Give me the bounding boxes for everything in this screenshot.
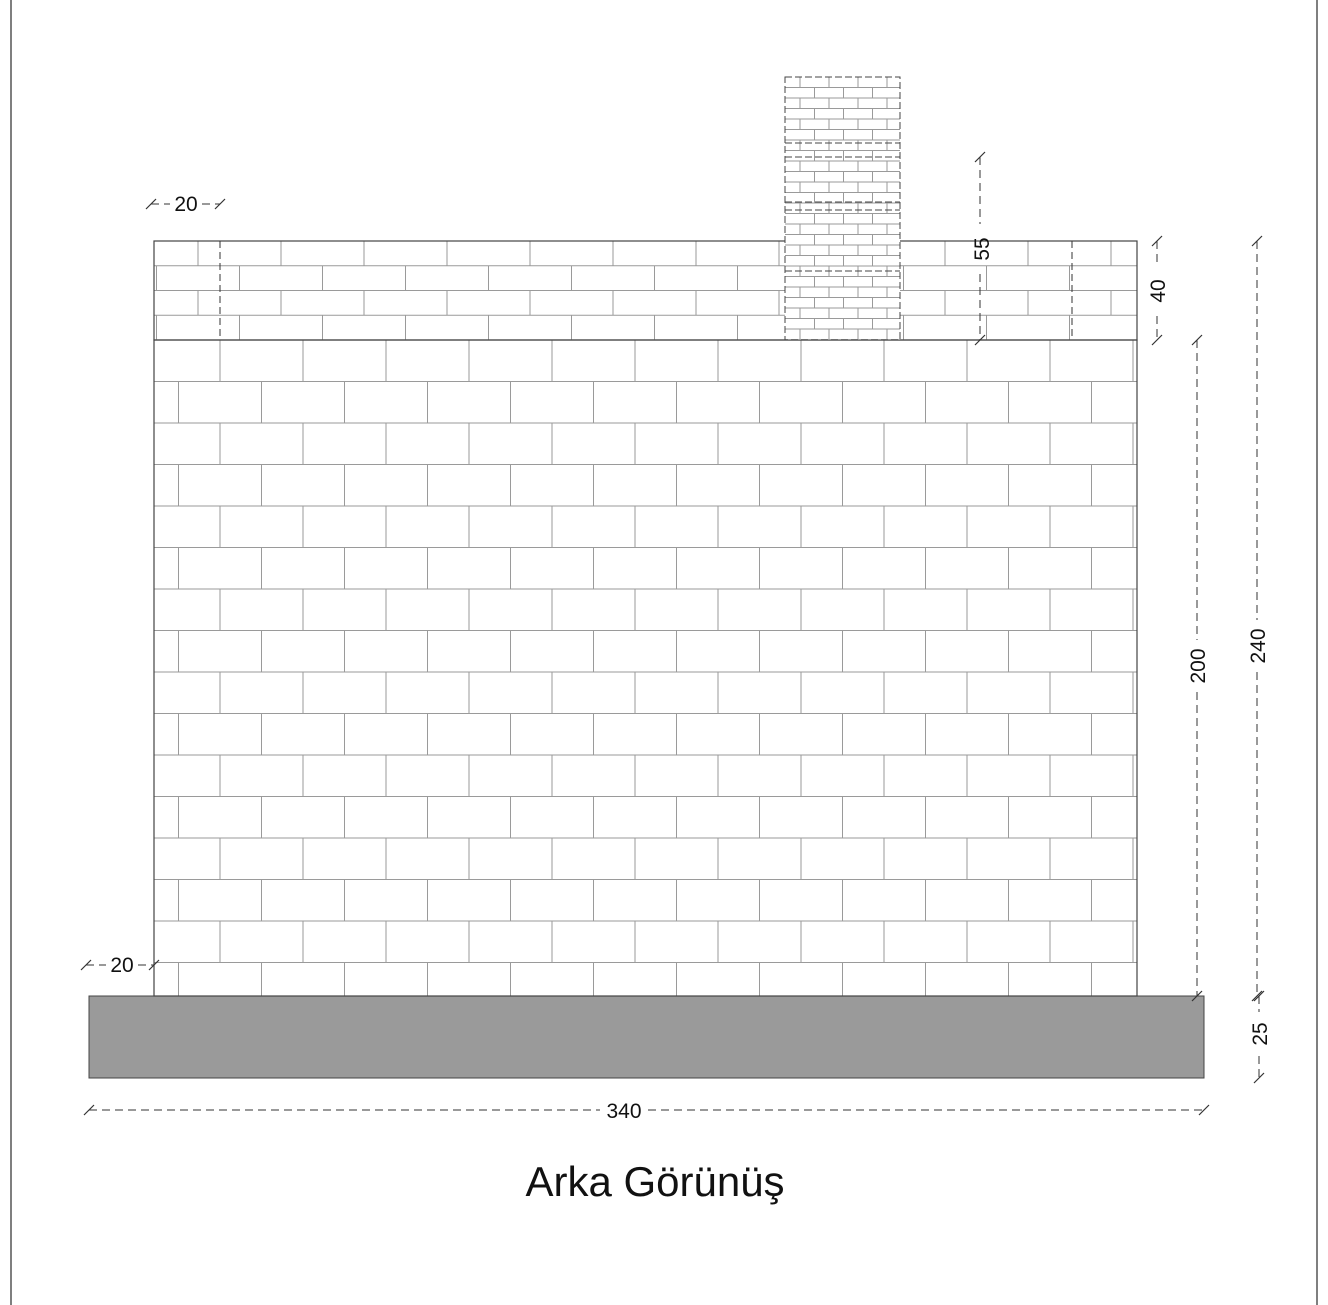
dimension-total-width: 340 (83, 1100, 1210, 1123)
chimney-background (785, 77, 900, 340)
dimension-total-height: 240 (1247, 235, 1270, 1002)
dimension-parapet-height-label: 40 (1147, 279, 1170, 302)
dimension-parapet-height: 40 (1147, 235, 1170, 346)
parapet-brick-pattern (154, 241, 1137, 340)
chimney-brick-pattern (785, 77, 900, 340)
main-wall-brick-pattern (154, 340, 1137, 996)
dimension-chimney-height: 55 (971, 151, 994, 346)
dimension-total-height-label: 240 (1247, 628, 1270, 663)
dimension-top-offset: 20 (145, 193, 226, 216)
parapet-wall (153, 240, 1138, 341)
page-frame (10, 0, 1318, 1305)
chimney-outline (784, 76, 901, 341)
dimension-bottom-offset-label: 20 (110, 954, 133, 977)
dimension-foundation-height: 25 (1249, 990, 1272, 1084)
dimension-wall-height-label: 200 (1187, 648, 1210, 683)
dimension-wall-height: 200 (1187, 334, 1210, 1002)
dimension-bottom-offset: 20 (80, 954, 160, 977)
dimension-chimney-height-label: 55 (971, 237, 994, 260)
dimension-total-width-label: 340 (606, 1100, 641, 1123)
main-wall (153, 339, 1138, 997)
drawing-title: Arka Görünüş (525, 1158, 784, 1205)
dimension-top-offset-label: 20 (174, 193, 197, 216)
dimension-foundation-height-label: 25 (1249, 1022, 1272, 1045)
foundation-slab (88, 995, 1205, 1079)
